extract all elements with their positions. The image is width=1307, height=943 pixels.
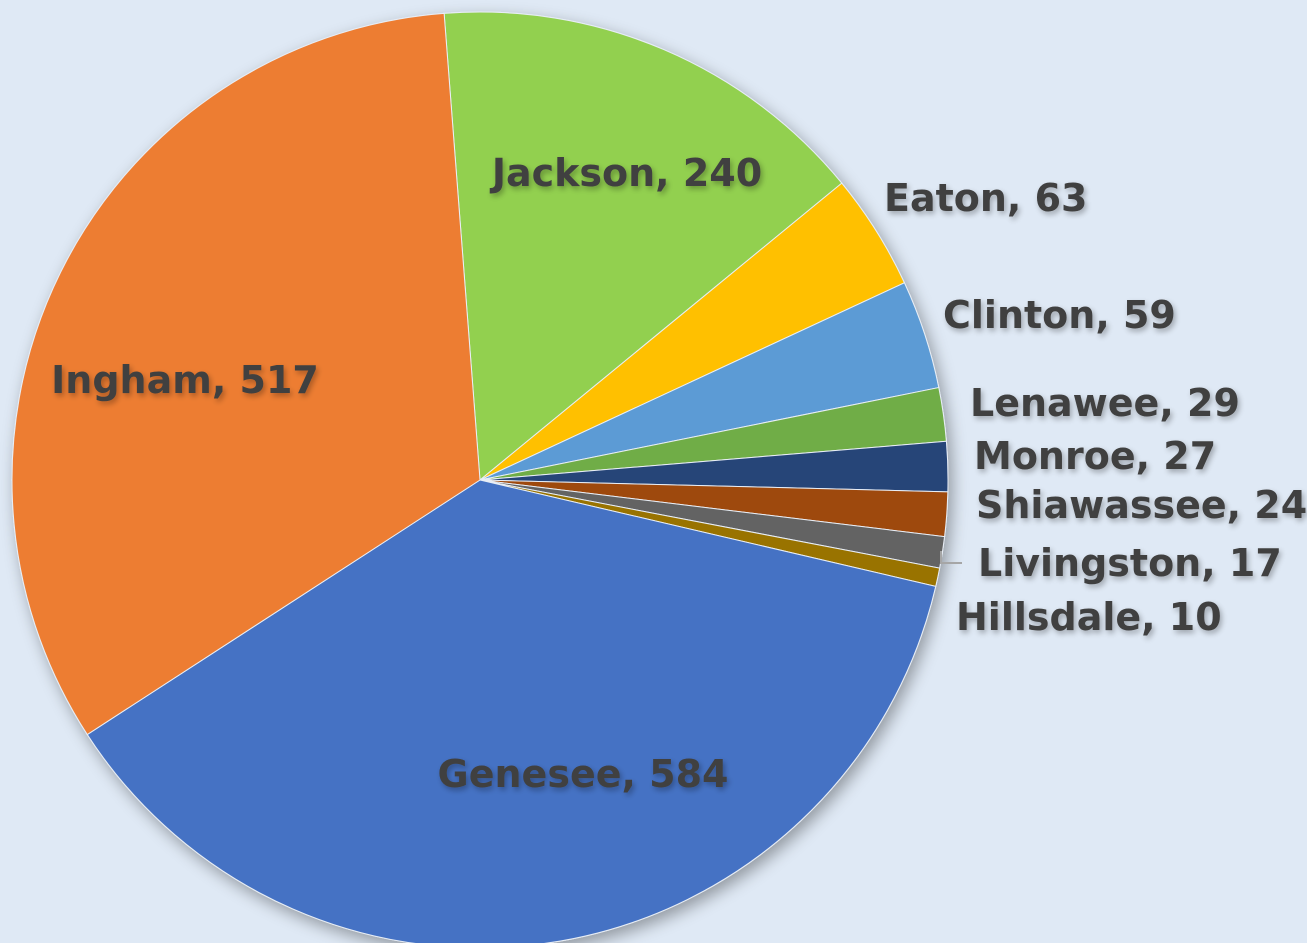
pie-slices bbox=[11, 11, 949, 943]
slice-label-lenawee: Lenawee, 29 bbox=[970, 381, 1240, 425]
slice-label-eaton: Eaton, 63 bbox=[884, 176, 1087, 220]
slice-label-jackson: Jackson, 240 bbox=[489, 151, 762, 195]
slice-label-genesee: Genesee, 584 bbox=[438, 752, 729, 796]
slice-label-shiawassee: Shiawassee, 24 bbox=[976, 483, 1307, 527]
pie-slice-genesee bbox=[86, 479, 937, 943]
slice-label-clinton: Clinton, 59 bbox=[943, 293, 1176, 337]
leader-lines bbox=[940, 551, 962, 564]
pie-slice-jackson bbox=[443, 11, 843, 481]
slice-label-ingham: Ingham, 517 bbox=[51, 358, 319, 402]
slice-label-monroe: Monroe, 27 bbox=[974, 434, 1216, 478]
slice-label-livingston: Livingston, 17 bbox=[978, 541, 1282, 585]
leader-line-livingston bbox=[940, 551, 962, 564]
slice-label-hillsdale: Hillsdale, 10 bbox=[956, 595, 1222, 639]
slice-labels: Jackson, 240 Eaton, 63 Clinton, 59 Lenawee,… bbox=[51, 151, 1307, 796]
pie-slice-ingham bbox=[11, 12, 481, 736]
